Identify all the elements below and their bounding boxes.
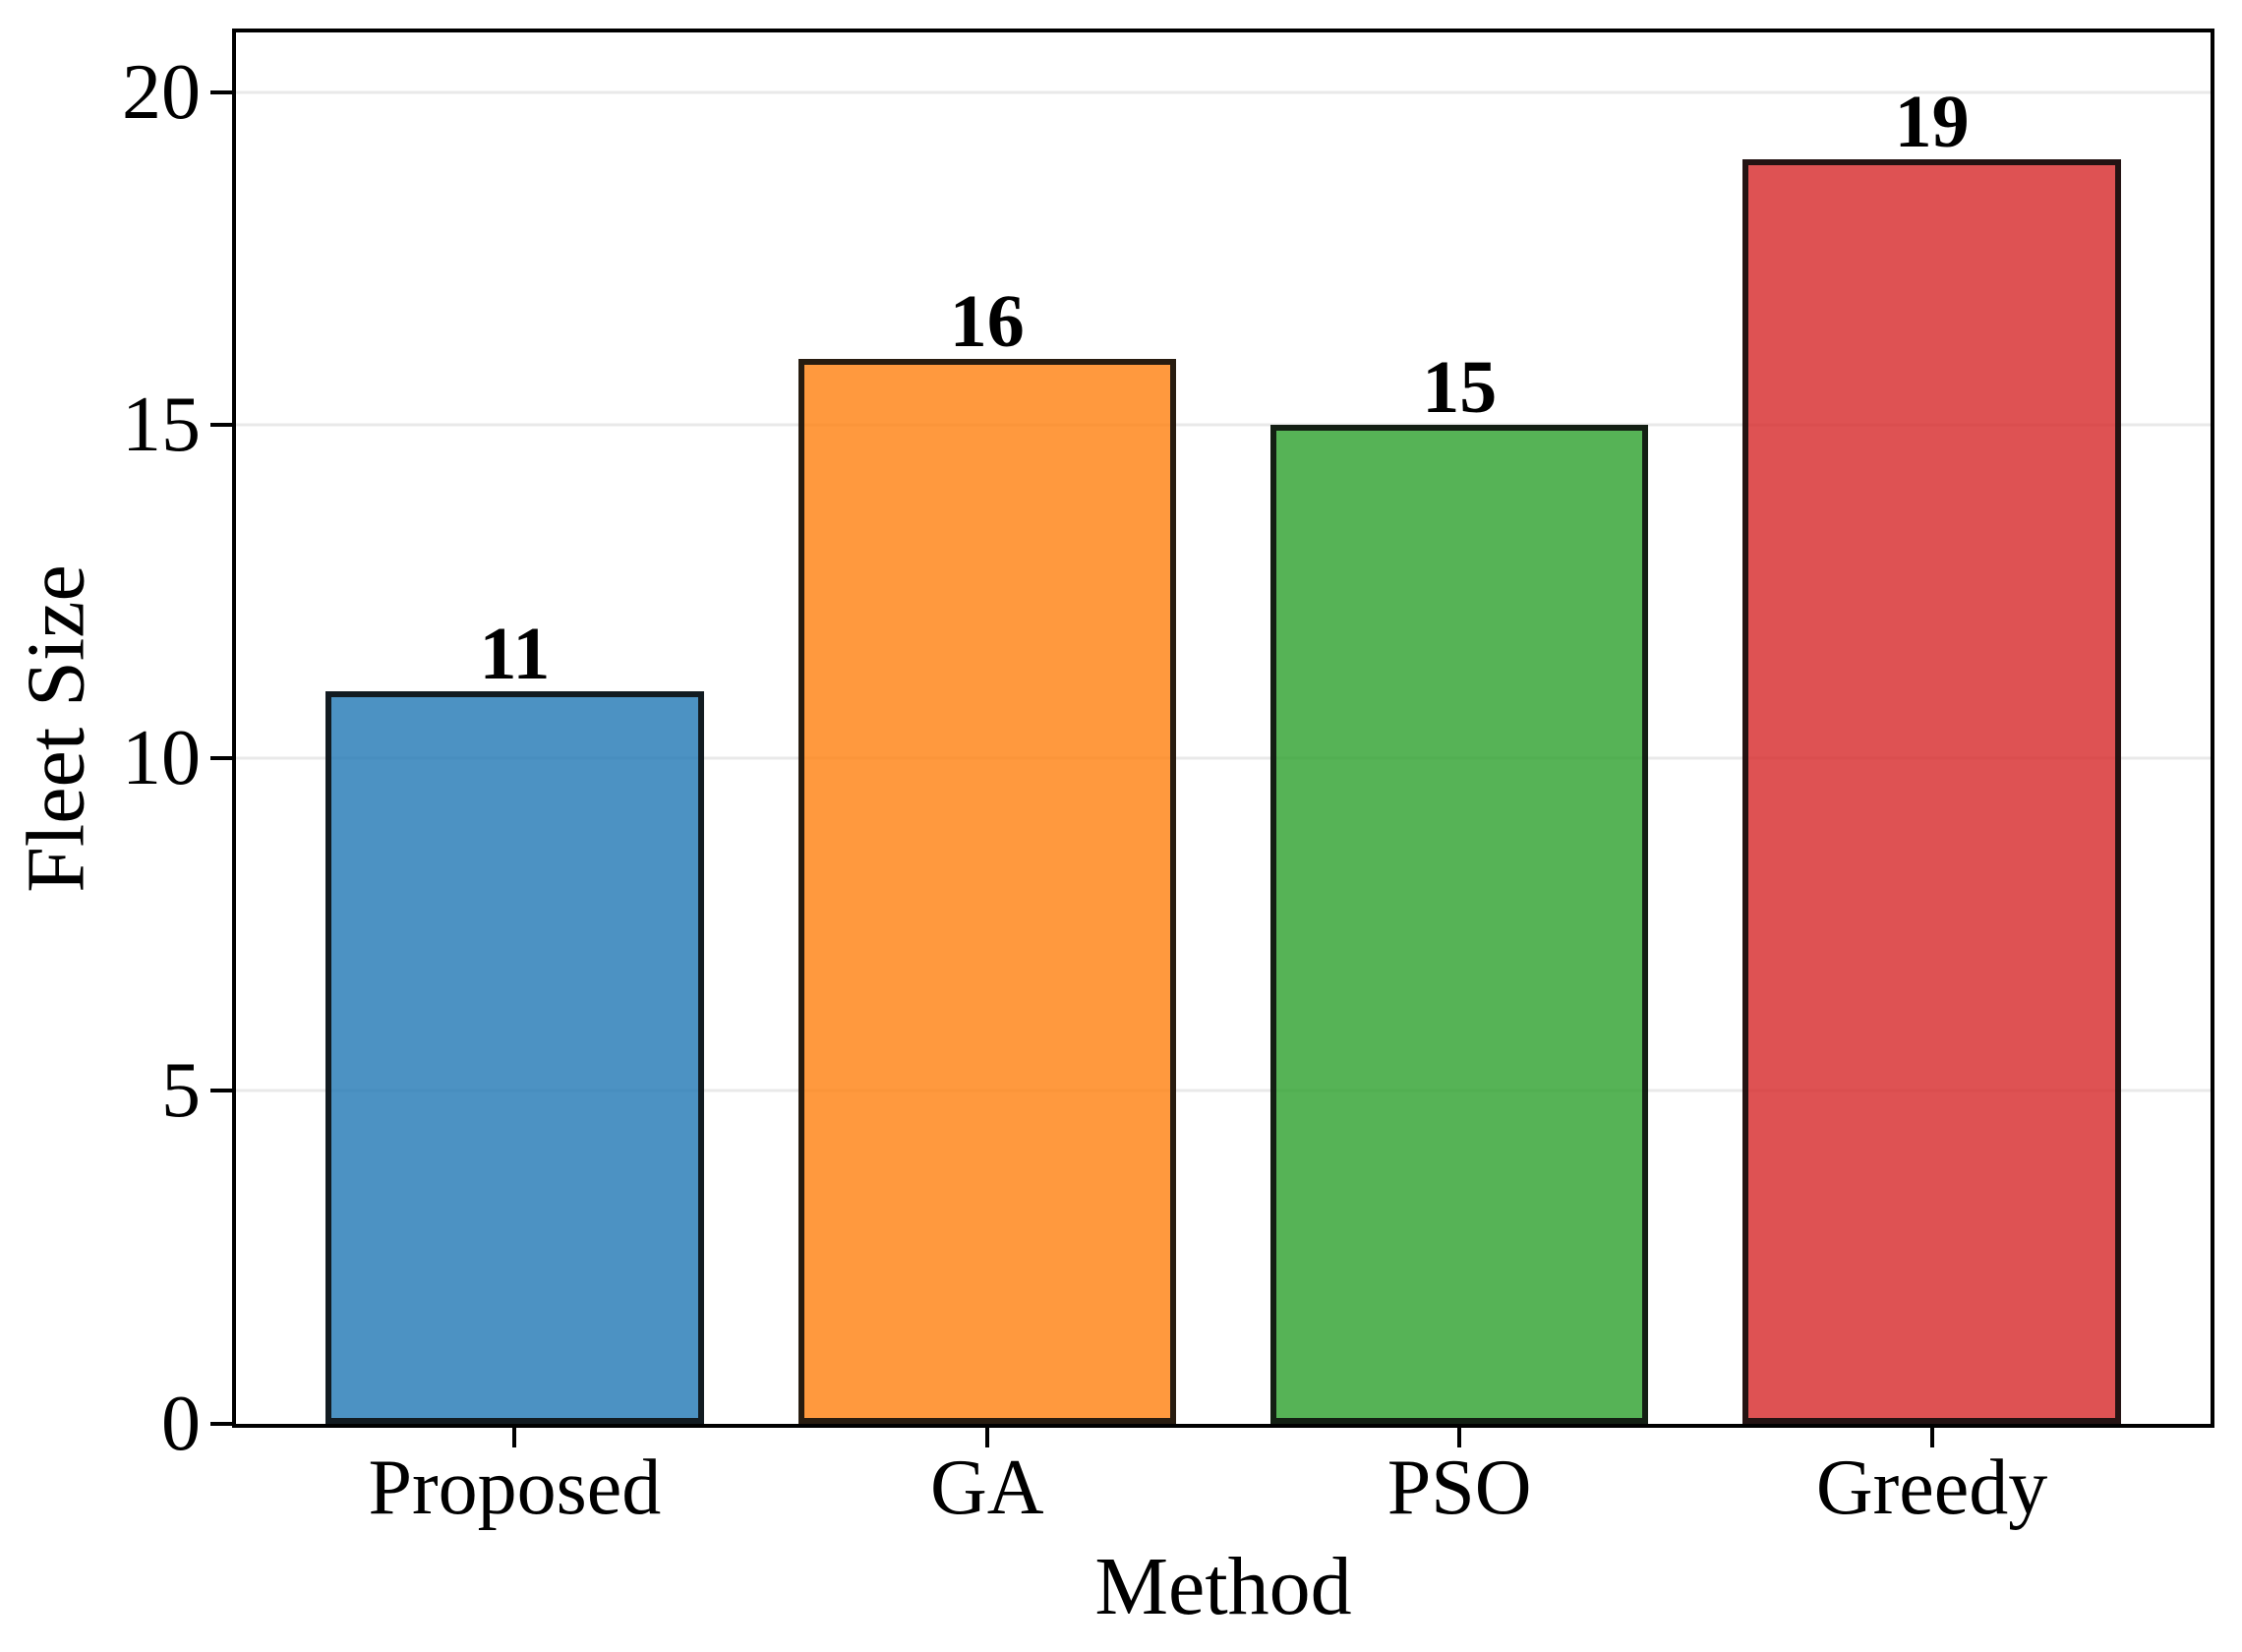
bar-value-label-greedy: 19 (1894, 80, 1970, 163)
y-tick-label-5: 5 (161, 1047, 201, 1135)
y-tick-label-10: 10 (122, 714, 201, 801)
x-tick-label-proposed: Proposed (368, 1445, 662, 1531)
x-tick-proposed (512, 1428, 517, 1447)
x-tick-ga (984, 1428, 989, 1447)
y-tick-label-15: 15 (122, 382, 201, 469)
y-tick-label-0: 0 (161, 1381, 201, 1467)
gridline-y-20 (236, 90, 2211, 94)
bar-ga (797, 358, 1176, 1424)
y-tick-5 (210, 1089, 232, 1093)
y-tick-20 (210, 89, 232, 94)
y-tick-label-20: 20 (122, 48, 201, 136)
bar-pso (1270, 425, 1649, 1424)
bar-value-label-pso: 15 (1422, 346, 1498, 430)
x-tick-greedy (1929, 1428, 1934, 1447)
y-tick-0 (210, 1422, 232, 1426)
bar-greedy (1742, 158, 2121, 1424)
bar-value-label-ga: 16 (949, 279, 1025, 363)
x-tick-pso (1457, 1428, 1462, 1447)
x-axis-label: Method (1094, 1541, 1352, 1632)
gridline-y-5 (236, 1089, 2211, 1092)
x-tick-label-pso: PSO (1386, 1445, 1532, 1531)
bar-proposed (325, 691, 704, 1424)
y-tick-15 (210, 423, 232, 428)
y-tick-10 (210, 755, 232, 760)
gridline-y-15 (236, 423, 2211, 427)
plot-area: 11 16 15 19 (232, 29, 2214, 1428)
bar-value-label-proposed: 11 (479, 613, 551, 696)
x-tick-label-greedy: Greedy (1815, 1445, 2048, 1531)
x-tick-label-ga: GA (930, 1445, 1044, 1531)
gridline-y-10 (236, 756, 2211, 760)
